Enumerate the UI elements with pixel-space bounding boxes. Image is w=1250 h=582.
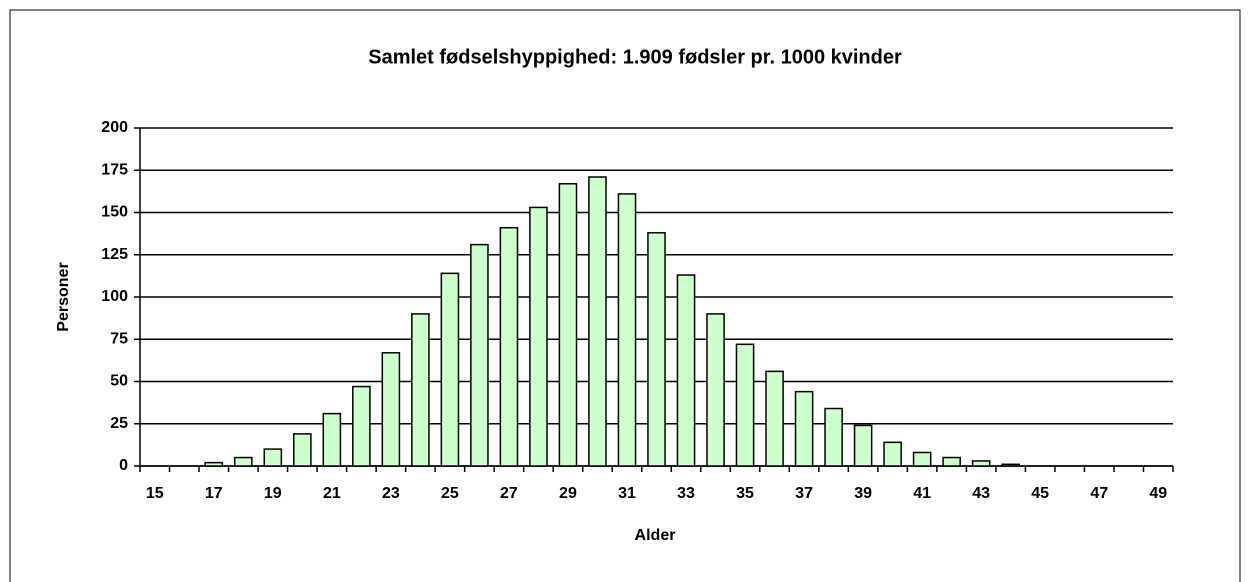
bar — [647, 232, 666, 467]
x-tick-label: 17 — [205, 485, 223, 502]
bar — [529, 206, 548, 467]
bar — [499, 226, 519, 467]
x-tick-label: 45 — [1031, 485, 1049, 502]
bar — [824, 407, 843, 467]
bar — [588, 176, 607, 467]
y-tick-label: 100 — [101, 288, 128, 305]
x-tick-label: 15 — [146, 485, 164, 502]
bar — [440, 272, 460, 467]
bar — [706, 313, 725, 467]
bar — [971, 460, 991, 467]
y-tick-label: 200 — [101, 119, 128, 136]
bar — [1001, 463, 1020, 467]
y-tick-label: 175 — [101, 161, 128, 178]
bar — [617, 193, 637, 467]
bar — [676, 274, 696, 467]
chart-title: Samlet fødselshyppighed: 1.909 fødsler p… — [368, 46, 902, 68]
x-tick-label: 23 — [382, 485, 400, 502]
y-tick-label: 125 — [101, 246, 128, 263]
x-tick-label: 49 — [1149, 485, 1167, 502]
bar — [204, 461, 224, 467]
x-tick-label: 37 — [795, 485, 813, 502]
x-tick-label: 39 — [854, 485, 872, 502]
y-tick-label: 50 — [110, 373, 128, 390]
bar — [322, 412, 342, 467]
y-tick-label: 150 — [101, 204, 128, 221]
bar — [233, 456, 253, 467]
bar — [470, 243, 489, 467]
x-tick-label: 25 — [441, 485, 459, 502]
x-tick-label: 27 — [500, 485, 518, 502]
x-tick-label: 41 — [913, 485, 931, 502]
x-tick-label: 33 — [677, 485, 695, 502]
x-tick-label: 29 — [559, 485, 577, 502]
y-tick-label: 75 — [110, 330, 128, 347]
y-tick-label: 0 — [119, 457, 128, 474]
bar — [381, 352, 401, 467]
bar — [558, 183, 578, 467]
bar — [912, 451, 932, 467]
bar — [765, 370, 784, 467]
x-tick-label: 31 — [618, 485, 636, 502]
x-tick-label: 19 — [264, 485, 282, 502]
y-tick-label: 25 — [110, 415, 128, 432]
bar — [942, 456, 961, 467]
y-axis-label: Personer — [55, 262, 72, 331]
bar — [794, 390, 814, 467]
bar — [735, 343, 755, 467]
x-tick-label: 21 — [323, 485, 341, 502]
bar — [883, 441, 902, 467]
bar — [293, 433, 312, 467]
bar — [263, 448, 283, 467]
bar — [411, 313, 430, 467]
bar — [853, 424, 873, 467]
x-tick-label: 47 — [1090, 485, 1108, 502]
x-axis-label: Alder — [635, 527, 676, 544]
x-tick-label: 43 — [972, 485, 990, 502]
bar — [352, 385, 371, 467]
x-tick-label: 35 — [736, 485, 754, 502]
